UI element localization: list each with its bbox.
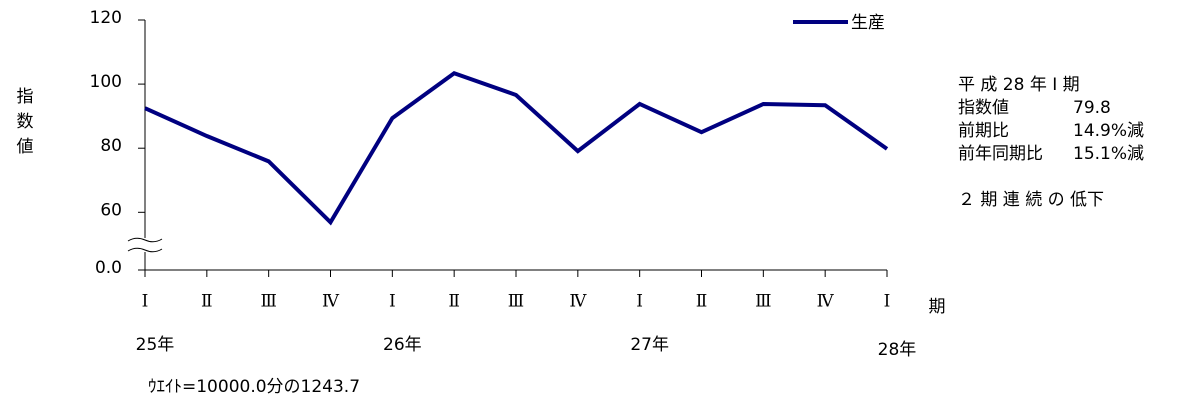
annotation-footer: ２ 期 連 続 の 低下 bbox=[958, 190, 1104, 210]
x-tick-label: Ⅳ bbox=[817, 292, 835, 312]
x-tick-label: Ⅰ bbox=[636, 292, 643, 312]
footnote: ｳｴｲﾄ=10000.0分の1243.7 bbox=[148, 377, 360, 397]
year-label: 27年 bbox=[630, 335, 669, 355]
annotation-value: 79.8 bbox=[1073, 98, 1111, 118]
year-label: 25年 bbox=[136, 335, 175, 355]
x-tick-label: Ⅳ bbox=[322, 292, 340, 312]
y-axis-label: 指数値 bbox=[17, 87, 34, 157]
y-tick-label: 60 bbox=[100, 200, 122, 220]
x-tick-label: Ⅱ bbox=[448, 292, 460, 312]
annotation-label: 前年同期比 bbox=[958, 144, 1043, 164]
y-tick-label: 120 bbox=[90, 8, 122, 28]
axis-break bbox=[127, 237, 163, 253]
data-line bbox=[144, 70, 889, 226]
x-tick-label: Ⅳ bbox=[569, 292, 587, 312]
year-label: 26年 bbox=[383, 335, 422, 355]
x-tick-label: Ⅰ bbox=[142, 292, 149, 312]
annotation-value: 15.1%減 bbox=[1073, 144, 1144, 164]
x-tick-label: Ⅰ bbox=[884, 292, 891, 312]
y-tick-label: 80 bbox=[100, 136, 122, 156]
x-tick-label: Ⅰ bbox=[389, 292, 396, 312]
annotation-label: 前期比 bbox=[958, 121, 1009, 141]
annotation-label: 指数値 bbox=[958, 98, 1009, 118]
annotation-value: 14.9%減 bbox=[1073, 121, 1144, 141]
x-tick-label: Ⅱ bbox=[696, 292, 708, 312]
x-tick-label: Ⅲ bbox=[508, 292, 524, 312]
legend-label: 生産 bbox=[851, 13, 885, 33]
annotation-title: 平 成 28 年 Ⅰ 期 bbox=[958, 75, 1080, 95]
x-tick-label: Ⅲ bbox=[755, 292, 771, 312]
y-tick-label: 100 bbox=[90, 72, 122, 92]
x-tick-label: Ⅲ bbox=[260, 292, 276, 312]
y-tick-label: 0.0 bbox=[95, 258, 122, 278]
year-label: 28年 bbox=[878, 340, 917, 360]
x-axis-label: 期 bbox=[929, 297, 946, 317]
x-tick-label: Ⅱ bbox=[201, 292, 213, 312]
